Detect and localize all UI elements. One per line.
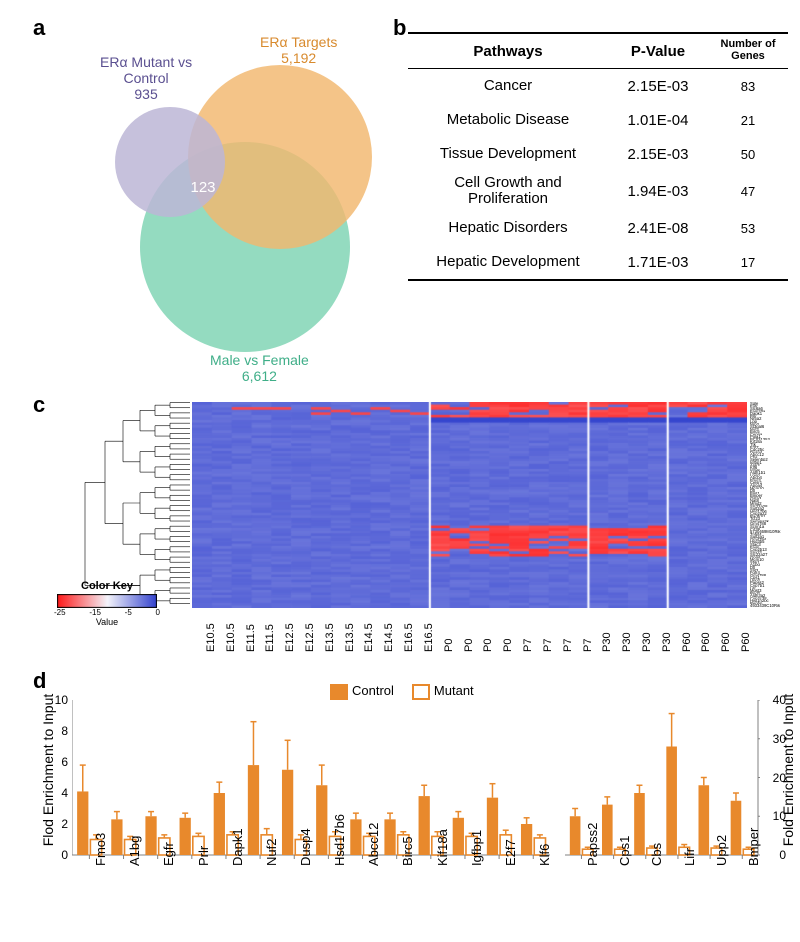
table-row: Hepatic Disorders2.41E-0853 [408,211,788,245]
pathways-table: Pathways P-Value Number of Genes Cancer2… [408,32,788,281]
table-row: Cell Growth and Proliferation1.94E-0347 [408,171,788,211]
table-header-row: Pathways P-Value Number of Genes [408,32,788,69]
table-row: Hepatic Development1.71E-0317 [408,245,788,281]
y-ticks-right: 010203040 [762,700,786,855]
table-row: Tissue Development2.15E-0350 [408,137,788,171]
th-pvalue: P-Value [608,43,708,60]
th-ngenes: Number of Genes [708,39,788,62]
panel-label-b: b [393,15,406,41]
panel-label-c: c [33,392,45,418]
color-key-axis-label: Value [52,617,162,627]
table-row: Cancer2.15E-0383 [408,69,788,103]
dendrogram [55,400,190,610]
color-key-ticks: -25 -15 -5 0 [52,608,162,617]
heatmap-row-labels: SqleEgfrSlc6a6Fam20aDapk1PrlrNr5a2LppNrp… [750,402,798,607]
table-row: Metabolic Disease1.01E-0421 [408,103,788,137]
heatmap-x-ticks: E10.5E10.5E11.5E11.5E12.5E12.5E13.5E13.5… [192,610,747,665]
th-pathways: Pathways [408,43,608,60]
panel-label-d: d [33,668,46,694]
color-key-title: Color Key [52,580,162,592]
y-ticks-left: 0246810 [48,700,68,855]
figure-page: a 123 ERα Mutant vsControl935 ERα Target… [0,0,800,942]
bar-x-ticks: Fmo3A1bgEgfrPrlrDapk1Nuf2Dusp4Hsd17b6Abc… [72,862,762,937]
venn-label-mutant: ERα Mutant vsControl935 [100,54,192,102]
bar-legend: ControlMutant [330,683,474,700]
color-key-gradient [57,594,157,608]
color-key: Color Key -25 -15 -5 0 Value [52,580,162,627]
venn-label-targets: ERα Targets5,192 [260,34,337,66]
